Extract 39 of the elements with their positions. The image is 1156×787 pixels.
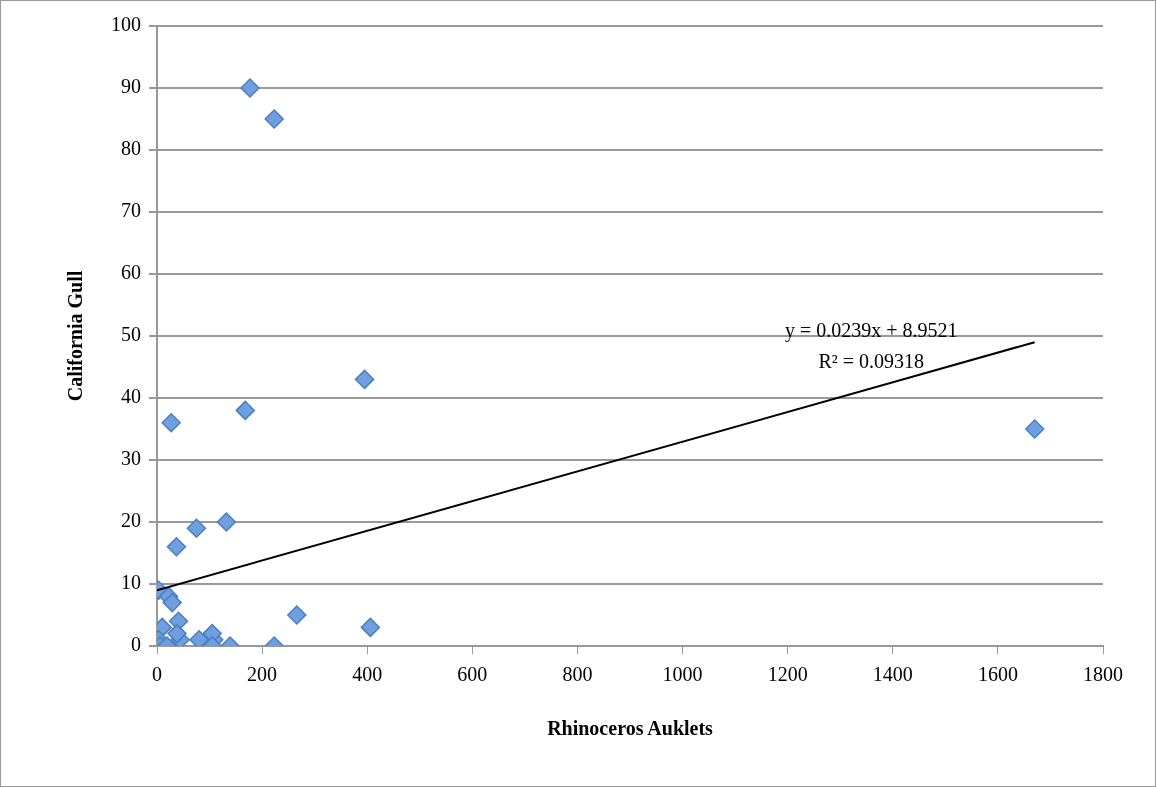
point: [240, 78, 260, 98]
x-tick-label: 1800: [1083, 663, 1123, 686]
point: [264, 109, 284, 129]
point: [189, 630, 209, 646]
point: [1024, 419, 1045, 439]
annotation: y = 0.0239x + 8.9521: [784, 318, 958, 342]
x-tick-label: 200: [247, 663, 278, 686]
point: [354, 369, 375, 390]
y-tick-label: 60: [121, 261, 141, 284]
x-tick-label: 0: [152, 663, 162, 686]
x-tick-label: 1400: [872, 663, 913, 686]
x-tick-label: 600: [457, 663, 488, 686]
point: [166, 537, 187, 557]
x-tick-label: 800: [562, 663, 593, 686]
y-tick-label: 30: [121, 447, 141, 470]
annotation: R² = 0.09318: [818, 349, 925, 372]
y-tick-label: 70: [121, 199, 141, 222]
y-tick-label: 10: [121, 571, 141, 594]
y-tick-label: 20: [121, 509, 141, 532]
y-tick-label: 100: [111, 13, 141, 36]
x-tick-label: 1200: [767, 663, 808, 686]
point: [161, 413, 181, 433]
point: [186, 518, 207, 538]
y-tick-label: 40: [121, 385, 141, 408]
point: [287, 605, 307, 625]
point: [162, 592, 182, 613]
x-tick-label: 1000: [662, 663, 703, 686]
point: [360, 617, 381, 638]
y-tick-label: 0: [131, 633, 141, 656]
x-tick-label: 1600: [977, 663, 1018, 686]
y-tick-label: 90: [121, 75, 141, 98]
y-tick-label: 80: [121, 137, 141, 160]
x-tick-label: 400: [352, 663, 383, 686]
x-axis-title: Rhinoceros Auklets: [547, 717, 714, 740]
y-axis-title: California Gull: [64, 270, 87, 402]
y-tick-label: 50: [121, 323, 141, 346]
point: [167, 623, 187, 644]
point: [216, 512, 237, 532]
point: [235, 400, 256, 421]
